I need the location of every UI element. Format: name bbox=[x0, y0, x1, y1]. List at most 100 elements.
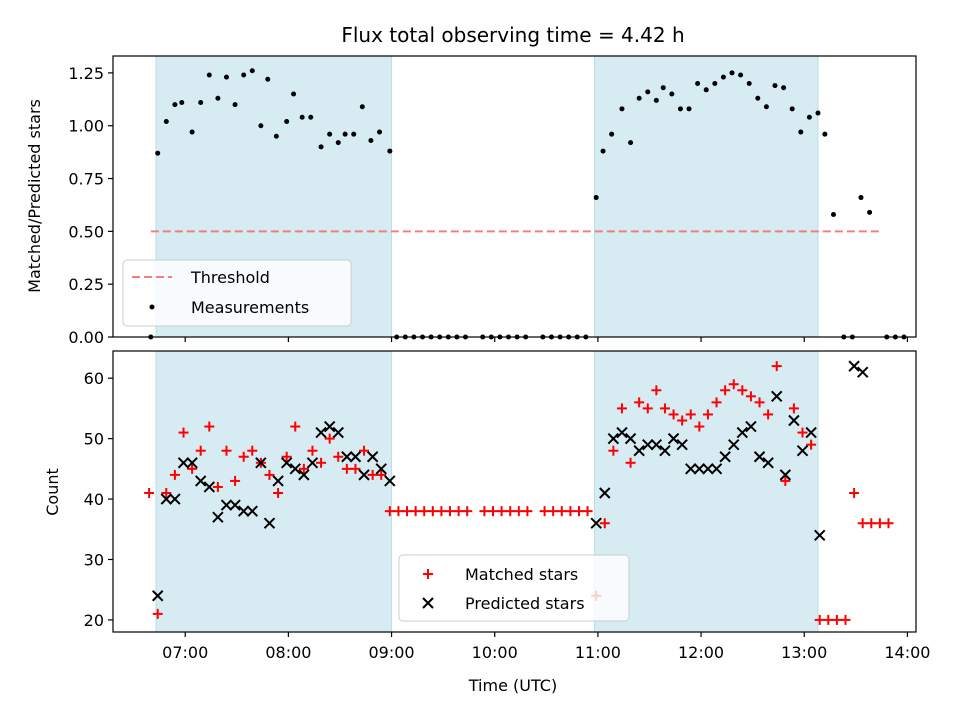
bottom-predicted-stars-point-47 bbox=[745, 420, 757, 433]
bottom-predicted-stars-point-13 bbox=[255, 457, 267, 469]
bottom-predicted-stars-point-29 bbox=[590, 517, 602, 529]
top-measurements-point-61 bbox=[677, 106, 683, 112]
bottom-y-axis-label: Count bbox=[43, 468, 62, 516]
bottom-matched-stars-point-64 bbox=[702, 409, 713, 420]
bottom-matched-stars-point-77 bbox=[814, 614, 825, 625]
top-measurements-point-76 bbox=[806, 114, 812, 120]
bottom-matched-stars-point-26 bbox=[359, 445, 370, 456]
bottom-predicted-stars-point-57 bbox=[856, 366, 869, 378]
bottom-matched-stars-point-4 bbox=[169, 469, 180, 480]
bottom-matched-stars-point-79 bbox=[831, 614, 842, 625]
bottom-matched-stars-point-31 bbox=[402, 506, 413, 517]
top-measurements-point-6 bbox=[189, 129, 195, 135]
bottom-matched-stars-point-21 bbox=[316, 457, 327, 468]
top-measurements-point-78 bbox=[822, 131, 828, 137]
top-y-tick-label-6: 1.25 bbox=[68, 64, 104, 83]
bottom-matched-stars-point-62 bbox=[685, 409, 696, 420]
bottom-predicted-stars-point-33 bbox=[624, 432, 637, 445]
top-measurements-point-75 bbox=[798, 129, 804, 135]
top-measurements-point-15 bbox=[265, 76, 271, 82]
top-measurements-point-9 bbox=[215, 95, 221, 101]
x-tick-label-6: 12:00 bbox=[678, 643, 724, 662]
bottom-panel: 20 30 40 50 60 07:00 08:00 09:00 10:00 11:00 12:00… bbox=[84, 350, 930, 662]
legend-predicted-swatch bbox=[422, 597, 434, 609]
bottom-matched-stars-point-25 bbox=[350, 463, 361, 474]
bottom-matched-stars-point-30 bbox=[393, 506, 404, 517]
bottom-matched-stars-point-5 bbox=[178, 427, 189, 438]
bottom-y-tick-label-4: 50 bbox=[84, 430, 104, 449]
bottom-matched-stars-point-53 bbox=[608, 445, 619, 456]
top-measurements-point-68 bbox=[738, 72, 744, 78]
bottom-matched-stars-point-63 bbox=[694, 421, 705, 432]
x-tick-label-2: 08:00 bbox=[265, 643, 311, 662]
bottom-matched-stars-point-72 bbox=[771, 361, 782, 372]
bottom-predicted-stars-point-14 bbox=[263, 517, 276, 529]
top-measurements-point-17 bbox=[284, 118, 290, 124]
bottom-matched-stars-point-61 bbox=[677, 415, 688, 426]
bottom-predicted-stars-point-51 bbox=[779, 469, 792, 481]
bottom-y-tick-label-2: 30 bbox=[84, 550, 104, 569]
bottom-predicted-stars-point-36 bbox=[650, 438, 663, 451]
bottom-matched-stars-point-38 bbox=[462, 506, 473, 517]
bottom-matched-stars-point-60 bbox=[668, 409, 679, 420]
bottom-matched-stars-point-17 bbox=[281, 451, 292, 462]
bottom-matched-stars-point-22 bbox=[324, 433, 335, 444]
top-measurements-point-28 bbox=[377, 129, 383, 135]
bottom-matched-stars-point-24 bbox=[341, 463, 352, 474]
bottom-matched-stars-point-73 bbox=[780, 475, 791, 486]
top-measurements-point-52 bbox=[600, 148, 606, 154]
bottom-matched-stars-point-29 bbox=[384, 506, 395, 517]
bottom-matched-stars-point-16 bbox=[273, 488, 284, 499]
bottom-predicted-stars-point-9 bbox=[220, 499, 233, 511]
bottom-predicted-stars-point-41 bbox=[693, 463, 706, 475]
top-measurements-point-67 bbox=[729, 70, 735, 76]
bottom-matched-stars-point-74 bbox=[788, 403, 799, 414]
bottom-legend: Matched stars Predicted stars bbox=[398, 554, 630, 622]
top-measurements-point-2 bbox=[155, 150, 161, 156]
bottom-predicted-stars-point-22 bbox=[332, 426, 344, 439]
bottom-predicted-stars-point-39 bbox=[676, 438, 688, 451]
top-measurements-point-3 bbox=[163, 118, 169, 124]
bottom-matched-stars-point-67 bbox=[728, 379, 739, 390]
bottom-matched-stars-point-65 bbox=[711, 397, 722, 408]
bottom-predicted-stars-point-15 bbox=[272, 475, 284, 487]
top-measurements-point-71 bbox=[763, 104, 769, 110]
bottom-matched-stars-point-6 bbox=[187, 463, 198, 474]
bottom-predicted-stars-point-56 bbox=[848, 360, 860, 372]
bottom-predicted-stars-point-3 bbox=[169, 493, 181, 505]
bottom-predicted-stars-point-7 bbox=[203, 481, 215, 493]
top-measurements-point-69 bbox=[746, 80, 752, 86]
top-measurements-point-58 bbox=[653, 97, 659, 103]
x-tick-label-5: 11:00 bbox=[575, 643, 621, 662]
bottom-predicted-stars-point-27 bbox=[375, 463, 387, 475]
bottom-matched-stars-point-28 bbox=[376, 469, 387, 480]
x-tick-label-7: 13:00 bbox=[781, 643, 827, 662]
top-measurements-point-20 bbox=[308, 114, 314, 120]
bottom-matched-stars-point-84 bbox=[874, 518, 885, 529]
x-tick-label-3: 09:00 bbox=[369, 643, 415, 662]
x-tick-label-8: 14:00 bbox=[884, 643, 930, 662]
bottom-matched-stars-point-58 bbox=[651, 385, 662, 396]
top-measurements-point-22 bbox=[327, 131, 333, 137]
bottom-predicted-stars-point-19 bbox=[306, 457, 319, 469]
bottom-predicted-stars-point-2 bbox=[160, 493, 173, 505]
bottom-matched-stars-point-19 bbox=[298, 463, 309, 474]
bottom-predicted-stars-point-49 bbox=[762, 457, 774, 469]
top-measurements-point-73 bbox=[781, 85, 787, 91]
bottom-matched-stars-point-55 bbox=[625, 457, 636, 468]
top-measurements-point-5 bbox=[179, 99, 185, 105]
bottom-predicted-stars-point-24 bbox=[349, 451, 362, 463]
top-measurements-point-70 bbox=[755, 95, 761, 101]
bottom-matched-stars-point-80 bbox=[840, 614, 851, 625]
bottom-matched-stars-point-15 bbox=[264, 469, 275, 480]
top-measurements-point-56 bbox=[636, 95, 642, 101]
top-measurements-point-65 bbox=[712, 80, 718, 86]
bottom-predicted-stars-point-12 bbox=[246, 505, 258, 517]
top-measurements-point-11 bbox=[232, 102, 238, 108]
bottom-matched-stars-point-35 bbox=[436, 506, 447, 517]
top-measurements-point-13 bbox=[249, 68, 255, 74]
top-measurements-point-27 bbox=[368, 138, 374, 144]
bottom-matched-stars-point-39 bbox=[479, 506, 490, 517]
top-measurements-point-62 bbox=[686, 106, 692, 112]
top-measurements-point-8 bbox=[206, 72, 212, 78]
